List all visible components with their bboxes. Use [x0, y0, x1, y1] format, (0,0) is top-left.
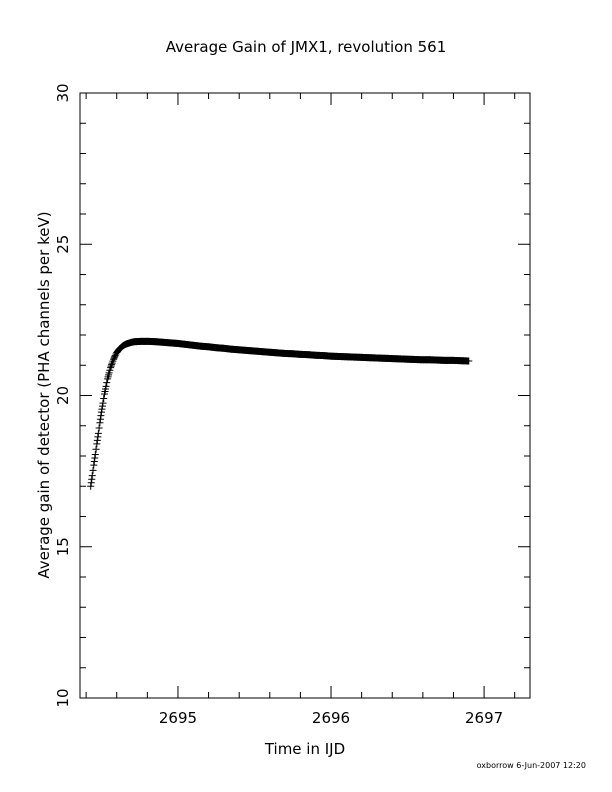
- x-tick-label: 2697: [465, 709, 503, 727]
- data-point: [97, 412, 105, 420]
- y-tick-label: 15: [54, 537, 72, 556]
- data-point: [90, 461, 98, 469]
- data-point: [93, 436, 101, 444]
- data-point: [93, 440, 101, 448]
- data-point: [87, 482, 95, 490]
- data-point: [98, 405, 106, 413]
- x-tick-label: 2695: [159, 709, 197, 727]
- data-point: [108, 361, 116, 369]
- y-axis-label: Average gain of detector (PHA channels p…: [35, 211, 53, 578]
- data-points: [87, 337, 473, 490]
- y-axis: 10 15 20 25 30: [54, 83, 530, 708]
- data-point: [96, 415, 104, 423]
- x-tick-label: 2696: [312, 709, 350, 727]
- y-tick-label: 20: [54, 386, 72, 405]
- data-point: [92, 445, 100, 453]
- data-point: [95, 424, 103, 432]
- plot-frame: [79, 92, 531, 699]
- data-point: [94, 429, 102, 437]
- data-point: [103, 379, 111, 387]
- y-tick-label: 30: [54, 83, 72, 102]
- x-axis-label: Time in IJD: [264, 740, 345, 758]
- data-point: [89, 466, 97, 474]
- y-tick-label: 10: [54, 688, 72, 707]
- data-point: [102, 382, 110, 390]
- data-point: [91, 454, 99, 462]
- chart-title: Average Gain of JMX1, revolution 561: [166, 38, 447, 56]
- plot-border: [79, 92, 531, 699]
- data-point: [88, 472, 96, 480]
- data-point: [98, 402, 106, 410]
- footer-stamp: oxborrow 6-Jun-2007 12:20: [477, 761, 586, 770]
- data-point: [87, 479, 95, 487]
- data-point: [107, 364, 115, 372]
- y-tick-label: 25: [54, 235, 72, 254]
- data-point: [107, 362, 115, 370]
- data-point: [99, 399, 107, 407]
- data-point: [100, 395, 108, 403]
- data-point: [97, 408, 105, 416]
- x-axis: 2695 2696 2697: [85, 93, 516, 727]
- data-point: [91, 450, 99, 458]
- data-point: [96, 419, 104, 427]
- data-point: [88, 475, 96, 483]
- data-point: [90, 458, 98, 466]
- data-point: [111, 352, 119, 360]
- data-point: [94, 433, 102, 441]
- data-point: [465, 357, 473, 365]
